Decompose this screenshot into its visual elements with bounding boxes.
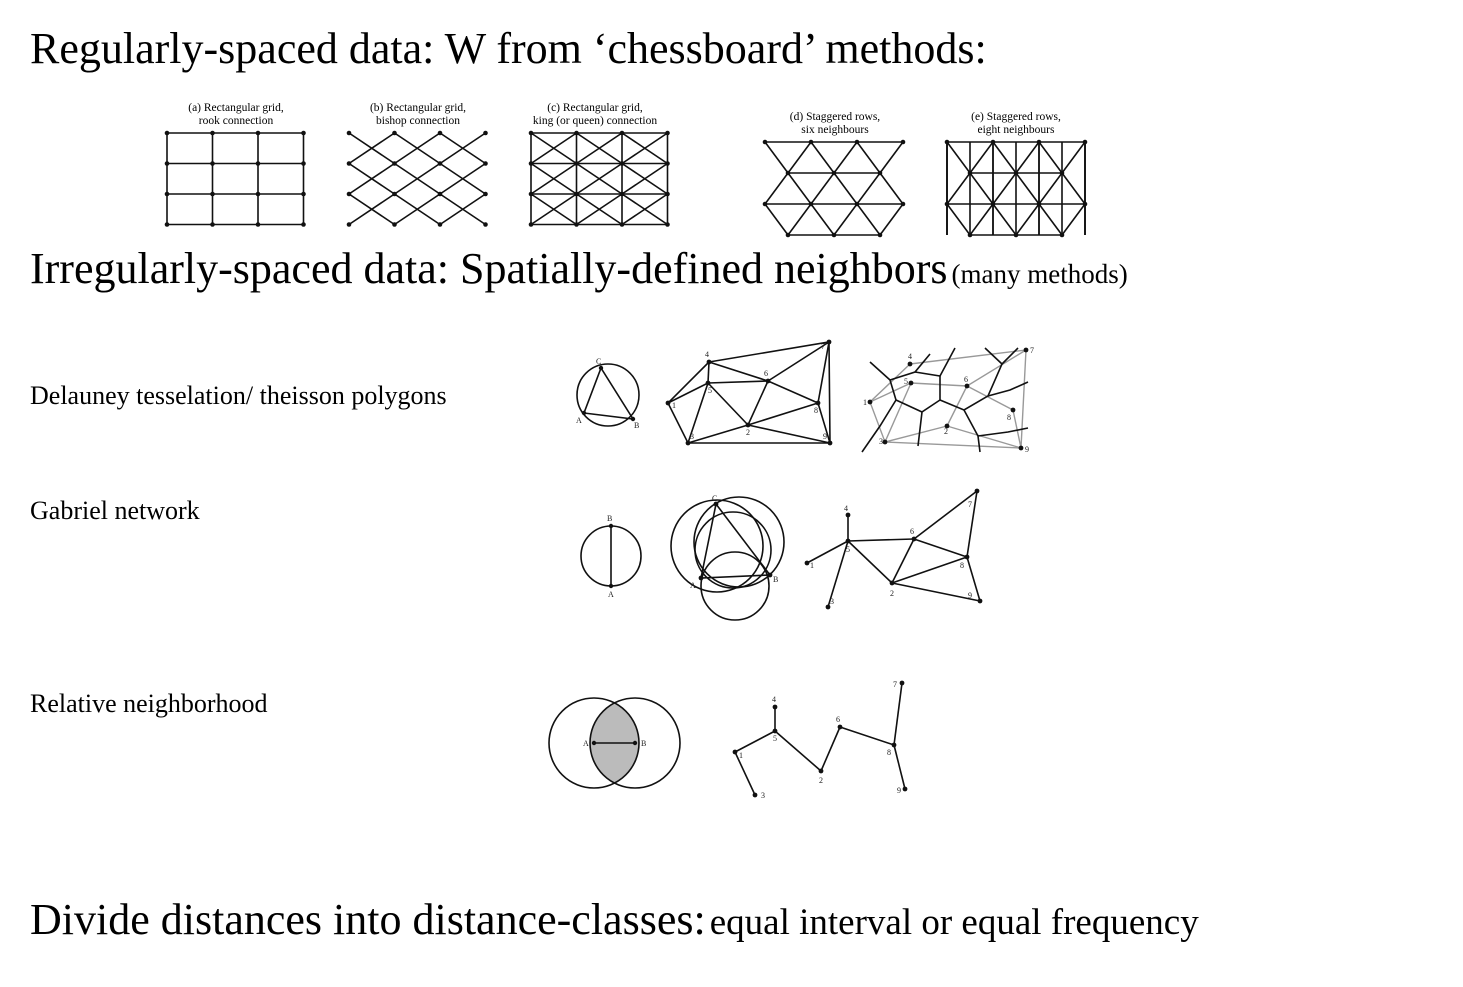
svg-text:7: 7 [968, 500, 972, 509]
svg-text:2: 2 [944, 427, 948, 436]
svg-text:2: 2 [819, 776, 823, 785]
svg-text:9: 9 [897, 786, 901, 795]
caption-king: (c) Rectangular grid, king (or queen) con… [532, 102, 658, 127]
staggered-six-diagram [762, 139, 906, 238]
point-label-c: C [596, 357, 601, 366]
svg-text:1: 1 [810, 561, 814, 570]
svg-text:7: 7 [821, 342, 825, 351]
caption-rook: (a) Rectangular grid, rook connection [188, 102, 284, 127]
svg-text:6: 6 [836, 715, 840, 724]
svg-text:2: 2 [746, 428, 750, 437]
heading-irregular-main: Irregularly-spaced data: Spatially-defin… [30, 244, 948, 293]
svg-text:B: B [641, 739, 646, 748]
svg-text:8: 8 [887, 748, 891, 757]
heading-irregular: Irregularly-spaced data: Spatially-defin… [30, 247, 1128, 291]
svg-text:8: 8 [1007, 413, 1011, 422]
staggered-eight-diagram [944, 139, 1088, 238]
svg-text:1: 1 [739, 751, 743, 760]
label-delaunay: Delauney tesselation/ theisson polygons [30, 381, 447, 410]
svg-text:4: 4 [844, 504, 848, 513]
svg-text:3: 3 [761, 791, 765, 800]
svg-text:6: 6 [964, 375, 968, 384]
heading-divide-main: Divide distances into distance-classes: [30, 895, 706, 944]
svg-text:4: 4 [908, 352, 912, 361]
svg-text:8: 8 [814, 406, 818, 415]
svg-text:6: 6 [764, 369, 768, 378]
gabriel-circle-diagram: BA [580, 514, 642, 599]
king-grid-diagram [528, 130, 670, 227]
svg-text:1: 1 [863, 398, 867, 407]
point-label-a: A [576, 416, 582, 425]
svg-text:7: 7 [893, 680, 897, 689]
gabriel-circles-diagram: C A B [670, 494, 785, 621]
svg-text:A: A [583, 739, 589, 748]
heading-irregular-sub: (many methods) [951, 259, 1128, 289]
relative-network-diagram: 1 2 3 4 5 6 7 8 9 [732, 680, 908, 800]
svg-text:B: B [607, 514, 612, 523]
label-gabriel: Gabriel network [30, 496, 200, 525]
svg-text:9: 9 [968, 591, 972, 600]
svg-text:4: 4 [705, 350, 709, 359]
voronoi-diagram: 1 2 3 4 5 6 7 8 9 [861, 346, 1034, 454]
bishop-grid-diagram [346, 130, 488, 227]
rook-grid-diagram [164, 130, 306, 227]
caption-bishop: (b) Rectangular grid, bishop connection [369, 102, 467, 127]
svg-text:8: 8 [960, 561, 964, 570]
svg-text:5: 5 [773, 734, 777, 743]
heading-divide: Divide distances into distance-classes: … [30, 898, 1199, 942]
svg-text:B: B [773, 575, 778, 584]
svg-text:A: A [608, 590, 614, 599]
svg-text:5: 5 [904, 377, 908, 386]
delaunay-circle-diagram: C A B [576, 357, 640, 430]
heading-divide-sub: equal interval or equal frequency [709, 902, 1199, 943]
point-label-b: B [634, 421, 639, 430]
svg-text:C: C [712, 494, 717, 503]
svg-text:2: 2 [890, 589, 894, 598]
svg-text:9: 9 [1025, 445, 1029, 454]
svg-text:3: 3 [879, 437, 883, 446]
svg-text:3: 3 [830, 597, 834, 606]
svg-text:6: 6 [910, 527, 914, 536]
svg-text:1: 1 [672, 401, 676, 410]
svg-text:5: 5 [708, 386, 712, 395]
svg-text:3: 3 [690, 432, 694, 441]
svg-text:4: 4 [772, 695, 776, 704]
svg-text:A: A [690, 581, 696, 590]
svg-text:7: 7 [1030, 346, 1034, 355]
svg-text:9: 9 [823, 432, 827, 441]
caption-staggered-eight: (e) Staggered rows, eight neighbours [971, 111, 1061, 136]
label-relative: Relative neighborhood [30, 689, 268, 718]
gabriel-network-diagram: 1 2 3 4 5 6 7 8 9 [804, 488, 983, 610]
svg-text:5: 5 [846, 545, 850, 554]
caption-staggered-six: (d) Staggered rows, six neighbours [789, 111, 881, 136]
delaunay-network-diagram: 1 2 3 4 5 6 7 8 9 [665, 339, 833, 446]
heading-regular: Regularly-spaced data: W from ‘chessboar… [30, 24, 987, 73]
